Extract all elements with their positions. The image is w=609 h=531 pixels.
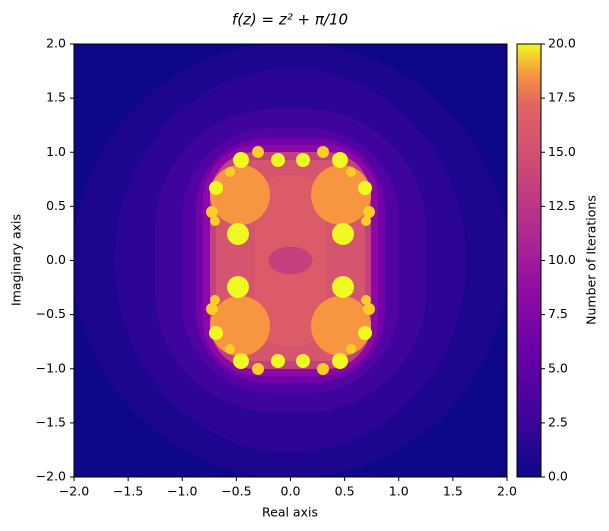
colorbar-tick-label: 12.5 (548, 198, 576, 213)
y-tick-label: 2.0 (46, 36, 66, 51)
x-tick-label: 1.5 (443, 484, 463, 499)
x-tick-label: −0.5 (221, 484, 251, 499)
x-tick-label: −1.5 (113, 484, 143, 499)
x-tick-label: 0.5 (335, 484, 355, 499)
colorbar-tick-label: 20.0 (548, 36, 576, 51)
colorbar-tick-label: 5.0 (548, 360, 568, 375)
y-tick-label: 1.5 (46, 90, 66, 105)
colorbar (516, 43, 542, 478)
y-axis-label: Imaginary axis (9, 214, 24, 306)
colorbar-tick-label: 15.0 (548, 144, 576, 159)
x-tick-label: −2.0 (59, 484, 89, 499)
fractal-image (74, 44, 507, 477)
colorbar-tick-label: 10.0 (548, 252, 576, 267)
y-tick-label: 0.5 (46, 198, 66, 213)
y-tick-label: −0.5 (36, 306, 66, 321)
x-tick-label: 0.0 (281, 484, 301, 499)
x-axis-label: Real axis (262, 505, 318, 520)
chart-title: f(z) = z² + π/10 (232, 11, 348, 29)
y-tick-label: −1.5 (36, 414, 66, 429)
y-tick-label: 0.0 (46, 252, 66, 267)
colorbar-label: Number of Iterations (584, 195, 599, 325)
x-tick-label: −1.0 (167, 484, 197, 499)
colorbar-tick-label: 0.0 (548, 469, 568, 484)
y-tick-label: 1.0 (46, 144, 66, 159)
colorbar-tick-label: 2.5 (548, 414, 568, 429)
y-tick-label: −2.0 (36, 469, 66, 484)
x-tick-label: 2.0 (497, 484, 517, 499)
y-tick-label: −1.0 (36, 360, 66, 375)
x-tick-label: 1.0 (389, 484, 409, 499)
colorbar-tick-label: 7.5 (548, 306, 568, 321)
colorbar-tick-label: 17.5 (548, 90, 576, 105)
